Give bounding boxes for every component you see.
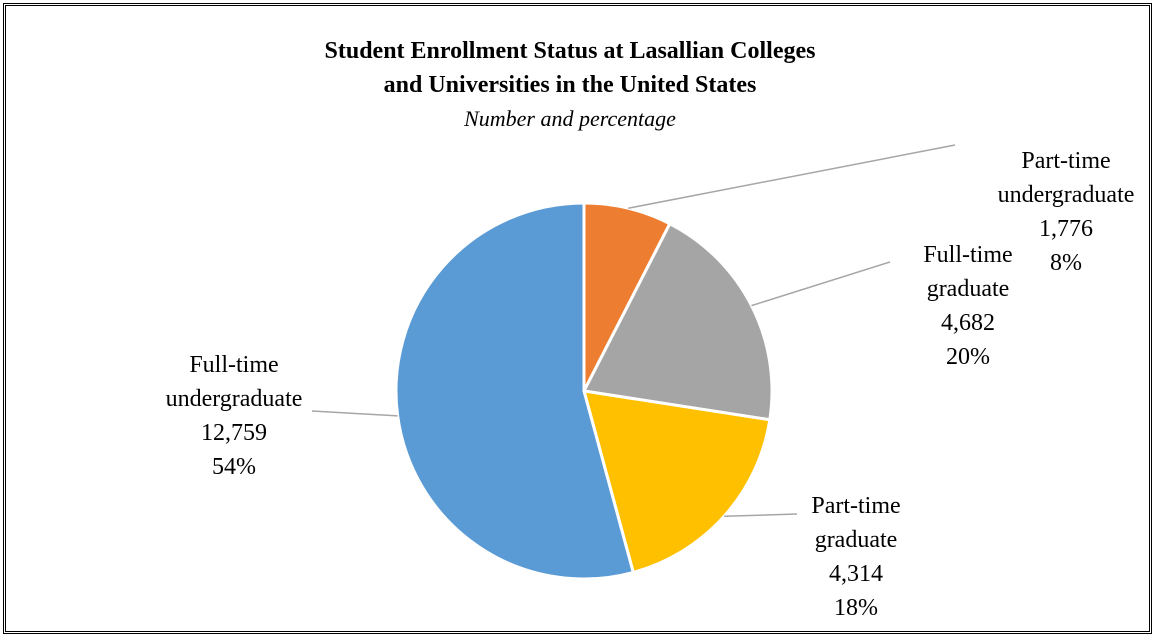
slice-label-value-label-part-time-undergraduate: 1,776 (1039, 216, 1093, 242)
slice-label-value-label-part-time-graduate: 4,314 (829, 561, 883, 587)
slice-label-percent-label-part-time-graduate: 18% (834, 595, 878, 621)
slice-label-name-line-1-part-time-graduate: Part-time (811, 493, 900, 519)
slice-label-name-line-2-full-time-graduate: graduate (927, 276, 1010, 302)
leader-line-part-time-undergraduate (628, 145, 955, 208)
slice-label-name-line-1-part-time-undergraduate: Part-time (1021, 148, 1110, 174)
leader-line-full-time-graduate (751, 262, 890, 306)
slice-label-value-label-full-time-undergraduate: 12,759 (201, 420, 267, 446)
slice-label-name-line-2-part-time-undergraduate: undergraduate (998, 182, 1135, 208)
slice-label-percent-label-full-time-graduate: 20% (946, 344, 990, 370)
leader-line-part-time-graduate (724, 514, 797, 516)
chart-subtitle: Number and percentage (463, 106, 676, 131)
slice-label-name-line-2-full-time-undergraduate: undergraduate (166, 386, 303, 412)
slice-label-percent-label-full-time-undergraduate: 54% (212, 454, 256, 480)
leader-line-full-time-undergraduate (312, 411, 398, 416)
slice-label-value-label-full-time-graduate: 4,682 (941, 310, 995, 336)
slice-label-percent-label-part-time-undergraduate: 8% (1050, 250, 1082, 276)
chart-title-line-2: and Universities in the United States (384, 72, 757, 98)
slice-label-name-line-1-full-time-undergraduate: Full-time (189, 352, 278, 378)
pie-slices (396, 203, 772, 579)
chart-title-line-1: Student Enrollment Status at Lasallian C… (325, 38, 816, 64)
slice-label-name-line-2-part-time-graduate: graduate (815, 527, 898, 553)
slice-label-name-line-1-full-time-graduate: Full-time (923, 242, 1012, 268)
